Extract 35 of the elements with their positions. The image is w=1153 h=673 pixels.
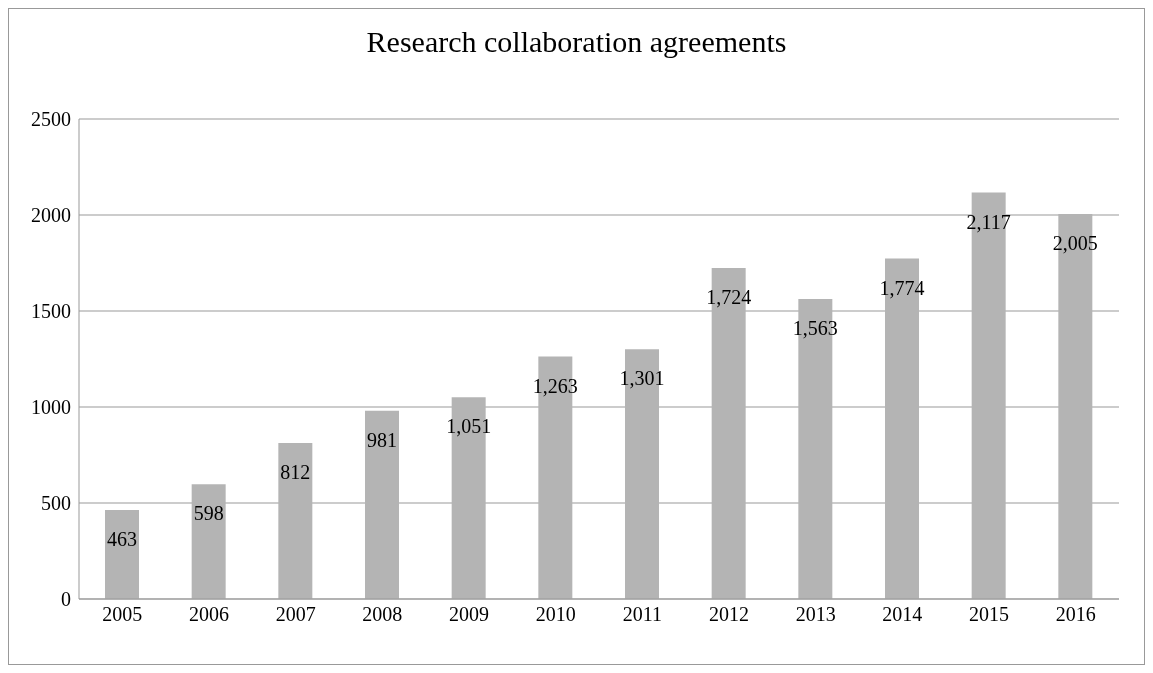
bar bbox=[105, 510, 139, 599]
bar bbox=[365, 410, 399, 599]
y-tick-label: 500 bbox=[41, 492, 71, 515]
x-tick-label: 2007 bbox=[275, 603, 316, 626]
x-tick-label: 2011 bbox=[622, 603, 662, 626]
x-tick-label: 2008 bbox=[362, 603, 403, 626]
x-tick-label: 2014 bbox=[882, 603, 923, 626]
x-tick-label: 2013 bbox=[795, 603, 836, 626]
x-tick-label: 2015 bbox=[969, 603, 1009, 626]
y-tick-label: 0 bbox=[61, 588, 71, 611]
x-tick-label: 2005 bbox=[102, 603, 143, 626]
x-tick-label: 2006 bbox=[189, 603, 229, 626]
chart-title: Research collaboration agreements bbox=[365, 25, 788, 59]
data-label: 2,117 bbox=[966, 210, 1011, 233]
data-label: 981 bbox=[367, 428, 397, 451]
x-tick-label: 2009 bbox=[449, 603, 489, 626]
x-tick-label: 2016 bbox=[1055, 603, 1096, 626]
data-label: 1,263 bbox=[532, 374, 578, 397]
data-label: 598 bbox=[193, 502, 224, 525]
data-label: 463 bbox=[107, 528, 137, 551]
y-tick-label: 2500 bbox=[31, 108, 71, 131]
data-label: 812 bbox=[280, 461, 311, 484]
x-tick-label: 2010 bbox=[535, 603, 576, 626]
bar bbox=[191, 484, 226, 599]
bar bbox=[278, 443, 313, 599]
data-label: 1,301 bbox=[619, 367, 665, 390]
data-label: 2,005 bbox=[1052, 232, 1098, 255]
y-tick-label: 1500 bbox=[31, 300, 71, 323]
y-tick-label: 1000 bbox=[31, 396, 71, 419]
y-tick-label: 2000 bbox=[31, 204, 71, 227]
data-label: 1,774 bbox=[879, 276, 925, 299]
data-label: 1,724 bbox=[706, 286, 752, 309]
data-label: 1,051 bbox=[446, 415, 492, 438]
x-tick-label: 2012 bbox=[709, 603, 749, 626]
data-label: 1,563 bbox=[792, 317, 838, 340]
